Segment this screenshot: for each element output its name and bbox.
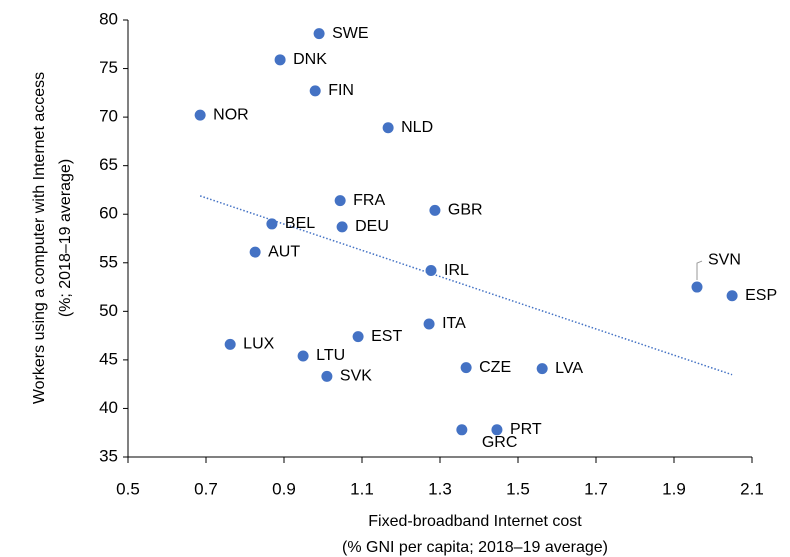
point-label: IRL: [444, 262, 469, 279]
trendline: [199, 195, 733, 376]
point: [491, 424, 503, 436]
point: [309, 85, 321, 97]
point: [382, 122, 394, 134]
y-axis-title: Workers using a computer with Internet a…: [31, 72, 48, 404]
point: [297, 350, 309, 362]
x-axis-title: Fixed-broadband Internet cost: [368, 513, 582, 530]
point: [726, 290, 738, 302]
y-tick-label: 75: [99, 58, 118, 77]
y-tick-label: 35: [99, 446, 118, 465]
point-label: GBR: [448, 202, 483, 219]
point-label: CZE: [479, 359, 511, 376]
point-label: FIN: [328, 82, 354, 99]
x-tick-label: 2.1: [740, 479, 764, 498]
point-label: LUX: [243, 336, 274, 353]
x-tick-label: 1.7: [584, 479, 608, 498]
x-tick-label: 1.1: [350, 479, 374, 498]
point: [274, 54, 286, 66]
point-label: DNK: [293, 51, 327, 68]
point: [456, 424, 468, 436]
point: [194, 109, 206, 121]
y-tick-label: 60: [99, 204, 118, 223]
x-tick-label: 0.5: [116, 479, 140, 498]
point-label: NLD: [401, 119, 433, 136]
point-label: SVN: [708, 251, 741, 268]
y-tick-label: 45: [99, 349, 118, 368]
point: [423, 318, 435, 330]
x-tick-label: 1.5: [506, 479, 530, 498]
leader-line: [696, 260, 703, 281]
point-label: BEL: [285, 215, 315, 232]
point-label: ITA: [442, 315, 466, 332]
point: [334, 195, 346, 207]
point-label: AUT: [268, 243, 300, 260]
y-axis-title: (%; 2018–19 average): [57, 159, 74, 317]
x-tick-label: 0.9: [272, 479, 296, 498]
x-tick-label: 1.9: [662, 479, 686, 498]
point-label: FRA: [353, 192, 385, 209]
point: [429, 204, 441, 216]
y-tick-label: 50: [99, 301, 118, 320]
point: [321, 370, 333, 382]
x-tick-label: 1.3: [428, 479, 452, 498]
point: [313, 28, 325, 40]
point-label: SWE: [332, 25, 368, 42]
point: [691, 281, 703, 293]
point: [352, 331, 364, 343]
point: [425, 265, 437, 277]
y-tick-label: 40: [99, 398, 118, 417]
point: [336, 221, 348, 233]
point: [266, 218, 278, 230]
y-tick-label: 70: [99, 107, 118, 126]
x-tick-label: 0.7: [194, 479, 218, 498]
x-axis-title: (% GNI per capita; 2018–19 average): [342, 539, 608, 556]
y-tick-label: 80: [99, 9, 118, 28]
y-tick-label: 65: [99, 155, 118, 174]
y-tick-label: 55: [99, 252, 118, 271]
point-label: ESP: [745, 287, 777, 304]
point-label: EST: [371, 328, 402, 345]
point-label: DEU: [355, 218, 389, 235]
point: [224, 338, 236, 350]
point-label: LVA: [555, 360, 583, 377]
point: [536, 363, 548, 375]
point-label: GRC: [482, 434, 518, 451]
point: [460, 362, 472, 374]
point: [249, 246, 261, 258]
point-label: SVK: [340, 368, 372, 385]
point-label: LTU: [316, 347, 345, 364]
point-label: PRT: [510, 421, 542, 438]
point-label: NOR: [213, 106, 249, 123]
